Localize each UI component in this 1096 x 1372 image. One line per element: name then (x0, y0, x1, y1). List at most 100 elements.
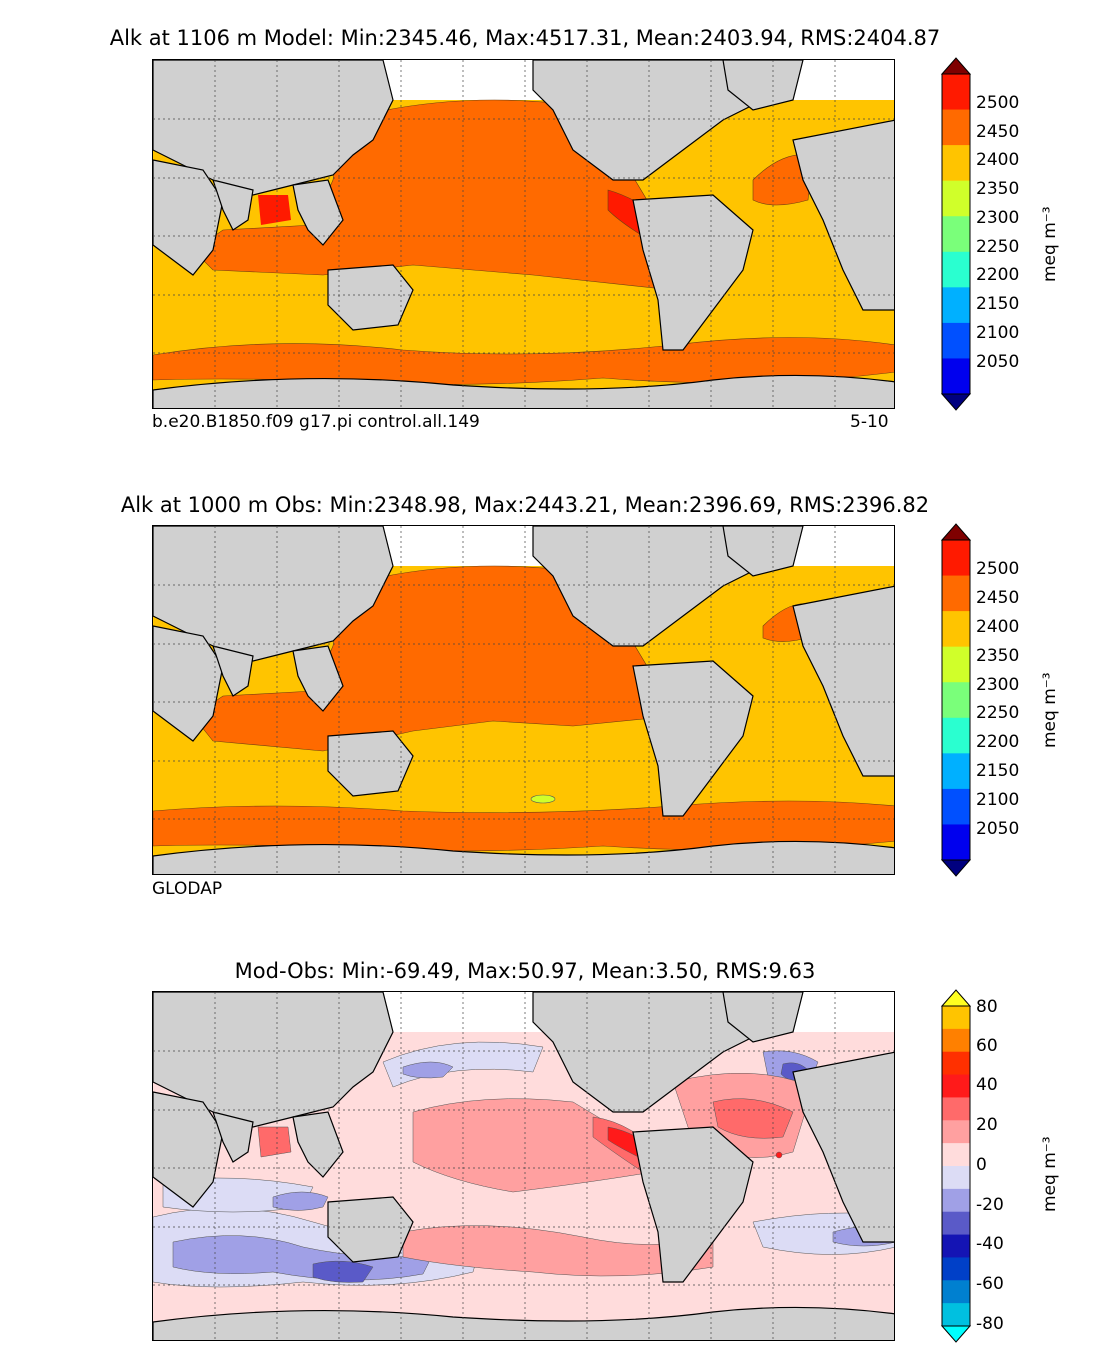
land-australia (327, 1196, 414, 1263)
colorbar-segment (942, 753, 970, 790)
map-obs (152, 525, 895, 875)
colorbar-segment (942, 1234, 970, 1258)
land-africa (153, 1091, 224, 1208)
land-australia (327, 730, 414, 797)
cb-tick: 2350 (976, 179, 1020, 199)
colorbar-extend-bottom (940, 859, 972, 877)
land-south-america (632, 660, 754, 817)
colorbar-segment (942, 717, 970, 754)
land-australia (327, 264, 414, 331)
colorbar-segment (942, 1188, 970, 1213)
colorbar-segment (942, 575, 970, 612)
cb-tick: 2500 (976, 559, 1020, 579)
caption-right: 5-10 (850, 412, 889, 432)
colorbar-segment (942, 1211, 970, 1236)
cb-tick: 2200 (976, 732, 1020, 752)
land-south-america (632, 1126, 754, 1283)
cb-tick: 80 (976, 997, 998, 1017)
land-europe-africa-east (792, 585, 894, 777)
cb-tick: 40 (976, 1075, 998, 1095)
colorbar-segment (942, 1097, 970, 1121)
map-plot (153, 60, 894, 408)
colorbar-extend-bottom (940, 1325, 972, 1343)
colorbar-segment (942, 1166, 970, 1190)
cb-tick: 2250 (976, 703, 1020, 723)
colorbar-segment (942, 1280, 970, 1304)
colorbar-segment (942, 358, 970, 395)
neg-indian-2 (272, 1191, 329, 1211)
colorbar-segment (942, 145, 970, 182)
cb-tick: 2150 (976, 761, 1020, 781)
cb-tick: 2250 (976, 237, 1020, 257)
colorbar-segment (942, 788, 970, 825)
colorbar-unit: meq m⁻³ (1040, 206, 1060, 282)
land-antarctica (153, 840, 894, 874)
colorbar-segment (942, 1028, 970, 1053)
colorbar (940, 989, 972, 1343)
colorbar-svg (940, 989, 972, 1343)
colorbar-frame (941, 539, 971, 861)
cb-tick: 20 (976, 1115, 998, 1135)
map-diff (152, 991, 895, 1341)
neg-north-pacific-2 (402, 1061, 454, 1079)
colorbar-segment (942, 1120, 970, 1144)
panel-title: Alk at 1106 m Model: Min:2345.46, Max:45… (109, 26, 941, 50)
colorbar-svg (940, 523, 972, 877)
panel-title: Alk at 1000 m Obs: Min:2348.98, Max:2443… (120, 493, 930, 517)
cb-tick: 2050 (976, 819, 1020, 839)
cb-tick: -20 (976, 1195, 1004, 1215)
high-arabian (258, 195, 291, 225)
colorbar-segment (942, 1074, 970, 1098)
pos-arabian (257, 1126, 292, 1158)
land-europe-africa-east (792, 1051, 894, 1243)
land-antarctica (153, 374, 894, 408)
low-patch (530, 794, 556, 804)
colorbar-segment (942, 646, 970, 683)
colorbar-segment (942, 1051, 970, 1076)
colorbar-svg (940, 57, 972, 411)
cb-tick: 2400 (976, 617, 1020, 637)
land-se-asia (292, 645, 344, 712)
caption-left: GLODAP (152, 879, 223, 899)
map-plot (153, 526, 894, 874)
land-eurasia (153, 526, 394, 662)
colorbar-segment (942, 1257, 970, 1281)
land-south-america (632, 194, 754, 351)
colorbar-segment (942, 1143, 970, 1167)
land-india (212, 179, 254, 231)
caption-left: b.e20.B1850.f09 g17.pi control.all.149 (152, 412, 480, 432)
colorbar-unit: meq m⁻³ (1040, 672, 1060, 748)
land-india (212, 645, 254, 697)
cb-tick: -60 (976, 1274, 1004, 1294)
cb-tick: 2100 (976, 323, 1020, 343)
cb-tick: 2450 (976, 588, 1020, 608)
neg-south-3 (312, 1260, 374, 1283)
cb-tick: 2050 (976, 352, 1020, 372)
colorbar-segment (942, 287, 970, 324)
map-plot (153, 992, 894, 1340)
colorbar-extend-bottom (940, 393, 972, 411)
colorbar-segment (942, 824, 970, 861)
colorbar-segment (942, 251, 970, 288)
land-antarctica (153, 1306, 894, 1340)
colorbar-extend-top (940, 523, 972, 541)
cb-tick: 2150 (976, 294, 1020, 314)
pacific-field (192, 99, 674, 291)
cb-tick: 2400 (976, 150, 1020, 170)
colorbar (940, 523, 972, 877)
colorbar-segment (942, 611, 970, 648)
land-europe-africa-east (792, 119, 894, 311)
colorbar-segment (942, 1303, 970, 1327)
colorbar-segment (942, 682, 970, 719)
colorbar-segment (942, 1006, 970, 1030)
colorbar-unit: meq m⁻³ (1040, 1136, 1060, 1212)
colorbar-extend-top (940, 989, 972, 1007)
cb-tick: 2300 (976, 675, 1020, 695)
cb-tick: 0 (976, 1155, 987, 1175)
cb-tick: -40 (976, 1234, 1004, 1254)
colorbar-segment (942, 180, 970, 217)
land-eurasia (153, 992, 394, 1128)
colorbar-segment (942, 216, 970, 253)
panel-title: Mod-Obs: Min:-69.49, Max:50.97, Mean:3.5… (234, 959, 816, 983)
colorbar-segment (942, 540, 970, 577)
